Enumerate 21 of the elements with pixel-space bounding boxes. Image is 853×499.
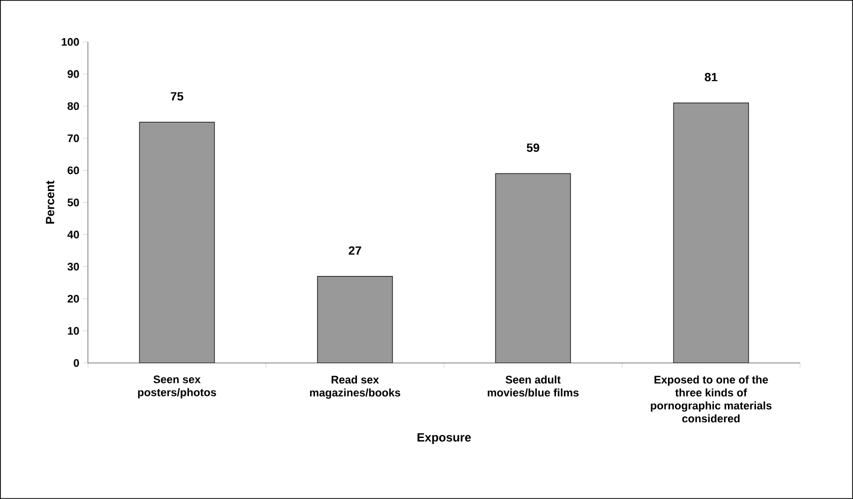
y-tick-label: 20: [68, 294, 79, 303]
data-label: 81: [704, 72, 718, 82]
x-tick-label: Seen sex posters/photos: [138, 376, 216, 398]
data-label: 27: [348, 246, 362, 255]
y-tick-label: 0: [74, 359, 79, 367]
x-tick-label: Exposed to one of the three kinds of pornographic materials considered: [650, 376, 772, 422]
y-tick-label: 30: [67, 262, 79, 271]
data-label: 59: [526, 144, 540, 152]
x-tick-label: Seen adult movies/blue films: [488, 376, 579, 397]
y-tick-label: 70: [68, 134, 79, 142]
y-tick-label: 10: [68, 327, 79, 335]
data-label: 75: [170, 92, 184, 101]
x-tick-label: Read sex magazines/books: [310, 376, 400, 399]
y-tick-label: 60: [68, 166, 79, 174]
y-tick-label: 100: [62, 38, 79, 46]
x-axis-title: Exposure: [418, 433, 471, 444]
y-tick-label: 50: [68, 198, 79, 206]
y-axis-title: Percent: [46, 180, 54, 224]
y-tick-label: 90: [68, 70, 79, 78]
y-tick-label: 40: [67, 230, 79, 238]
y-tick-label: 80: [68, 102, 79, 110]
